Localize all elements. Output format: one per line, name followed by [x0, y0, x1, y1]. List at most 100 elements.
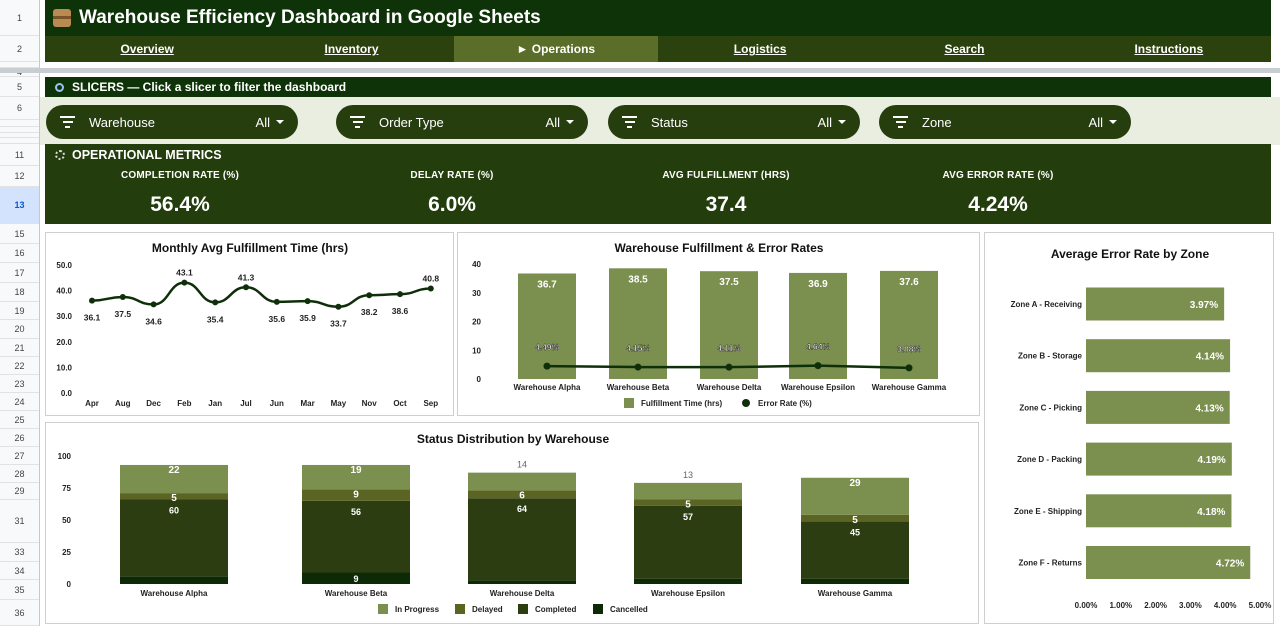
stacked-bar-chart-svg: Status Distribution by Warehouse10075502…	[58, 432, 909, 614]
row-number[interactable]: 26	[0, 429, 39, 447]
data-label: 35.9	[299, 313, 316, 323]
metric-completion-rate: COMPLETION RATE (%) 56.4%	[45, 170, 315, 217]
row-number[interactable]: 11	[0, 144, 39, 166]
bar	[1086, 546, 1251, 579]
row-number[interactable]: 17	[0, 263, 39, 283]
row-number[interactable]: 24	[0, 393, 39, 411]
tab-operations[interactable]: ► Operations	[453, 36, 658, 62]
bar-segment	[468, 490, 576, 499]
slicer-order-type[interactable]: Order Type All	[336, 105, 588, 139]
row-number[interactable]: 22	[0, 357, 39, 375]
x-tick-label: Nov	[362, 399, 378, 408]
bar-segment	[302, 489, 410, 501]
slicer-value: All	[1088, 114, 1103, 130]
y-tick-label: 0.0	[61, 389, 73, 398]
tab-logistics[interactable]: Logistics	[733, 42, 787, 56]
slicer-status[interactable]: Status All	[608, 105, 860, 139]
legend-label: Cancelled	[610, 605, 648, 614]
row-number[interactable]: 25	[0, 411, 39, 429]
metric-label: DELAY RATE (%)	[410, 170, 494, 181]
legend-label: Completed	[535, 605, 576, 614]
tab-instructions[interactable]: Instructions	[1134, 42, 1204, 56]
row-number[interactable]: 12	[0, 166, 39, 187]
row-number[interactable]: 18	[0, 283, 39, 302]
row-number[interactable]: 6	[0, 97, 39, 120]
data-point	[273, 298, 280, 305]
tab-inventory[interactable]: Inventory	[324, 42, 379, 56]
chart-title: Status Distribution by Warehouse	[417, 432, 610, 446]
row-number[interactable]	[0, 133, 39, 138]
x-tick-label: 3.00%	[1179, 601, 1202, 610]
bar-value-label: 3.97%	[1190, 300, 1218, 311]
row-number[interactable]: 27	[0, 447, 39, 465]
row-number[interactable]: 15	[0, 224, 39, 244]
tab-search[interactable]: Search	[944, 42, 985, 56]
data-point	[335, 303, 342, 310]
legend-swatch	[455, 604, 465, 614]
dashboard-header: Warehouse Efficiency Dashboard in Google…	[45, 0, 1271, 36]
x-tick-label: Warehouse Delta	[490, 589, 555, 598]
data-point	[89, 297, 95, 304]
y-tick-label: 0	[477, 375, 482, 384]
data-point	[243, 284, 249, 291]
x-tick-label: Warehouse Alpha	[514, 383, 582, 392]
tab-overview[interactable]: Overview	[120, 42, 174, 56]
data-label: 33.7	[330, 319, 347, 329]
segment-label: 19	[350, 465, 362, 476]
row-number[interactable]	[0, 127, 39, 133]
row-number[interactable]: 5	[0, 77, 39, 97]
bar-value-label: 36.7	[537, 279, 557, 290]
row-number[interactable]: 20	[0, 320, 39, 339]
row-number[interactable]: 19	[0, 302, 39, 320]
row-number[interactable]	[0, 138, 39, 144]
x-tick-label: Warehouse Gamma	[872, 383, 947, 392]
combo-chart-svg: Warehouse Fulfillment & Error Rates 40 30 2…	[472, 241, 947, 408]
slicers-heading: SLICERS — Click a slicer to filter the d…	[45, 77, 1271, 97]
legend-swatch	[624, 398, 634, 408]
row-number[interactable]: 1	[0, 0, 39, 36]
bar-value-label: 37.5	[719, 277, 739, 288]
bar-segment	[634, 578, 742, 584]
slicer-zone[interactable]: Zone All	[879, 105, 1131, 139]
frozen-row-divider[interactable]	[0, 68, 1280, 73]
x-tick-label: Warehouse Beta	[607, 383, 670, 392]
row-number[interactable]: 28	[0, 465, 39, 483]
slicer-label: Warehouse	[89, 114, 155, 130]
operational-metrics-panel: OPERATIONAL METRICS COMPLETION RATE (%) …	[45, 144, 1271, 224]
row-number[interactable]: 36	[0, 600, 39, 626]
y-tick-label: 100	[58, 452, 72, 461]
row-number[interactable]: 33	[0, 543, 39, 562]
x-tick-label: 1.00%	[1109, 601, 1132, 610]
metrics-heading: OPERATIONAL METRICS	[55, 148, 222, 162]
legend-swatch	[593, 604, 603, 614]
x-tick-label: Warehouse Epsilon	[651, 589, 725, 598]
row-number[interactable]: 23	[0, 375, 39, 393]
row-number[interactable]: 2	[0, 36, 39, 62]
legend-swatch	[378, 604, 388, 614]
bar-segment	[302, 572, 410, 584]
segment-label: 22	[168, 465, 180, 476]
row-number[interactable]	[0, 120, 39, 127]
y-tick-label: 40.0	[56, 287, 72, 296]
y-tick-label: 75	[62, 484, 71, 493]
slicer-warehouse[interactable]: Warehouse All	[46, 105, 298, 139]
zone-error-rate-chart: Average Error Rate by Zone Zone A - Recei…	[984, 232, 1274, 624]
row-number[interactable]: 29	[0, 483, 39, 500]
error-label: 4.64%	[806, 342, 831, 352]
row-number[interactable]: 13	[0, 187, 39, 224]
series-line	[91, 281, 431, 308]
row-number[interactable]: 34	[0, 562, 39, 580]
error-label: 4.49%	[535, 342, 560, 352]
data-label: 35.4	[207, 314, 224, 324]
data-label: 43.1	[176, 268, 193, 278]
row-number[interactable]: 21	[0, 339, 39, 357]
data-point	[212, 299, 219, 306]
x-tick-label: 4.00%	[1214, 601, 1237, 610]
row-number[interactable]	[0, 62, 39, 68]
row-number[interactable]: 31	[0, 500, 39, 543]
row-number[interactable]: 16	[0, 244, 39, 263]
segment-label: 6	[519, 491, 525, 502]
row-number[interactable]: 35	[0, 580, 39, 600]
segment-label: 9	[353, 489, 359, 500]
x-tick-label: May	[331, 399, 347, 408]
